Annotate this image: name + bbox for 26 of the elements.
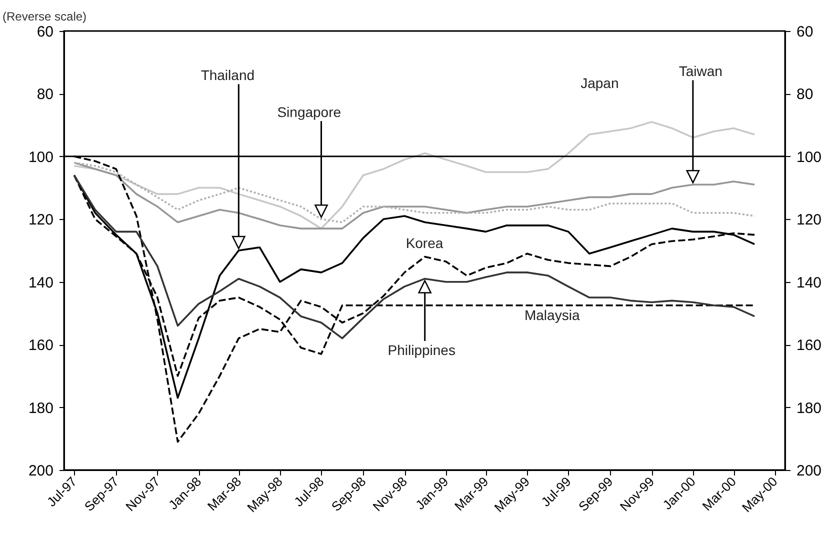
y-tick-label: 60 [36,24,54,40]
y2-tick-label: 80 [796,86,814,104]
series-label: Malaysia [524,306,580,323]
y-tick-label: 160 [28,337,54,354]
text: Philippines [388,342,456,358]
y2-tick-label: 140 [796,274,822,292]
y2-tick-label: 100 [796,148,822,166]
text: Thailand [200,67,255,84]
y2-tick-label: 200 [796,462,822,480]
text: Singapore [277,104,342,120]
y-tick-label: 180 [28,400,54,417]
y2-tick-label: 180 [796,400,822,417]
y-tick-label: 100 [28,148,54,166]
text: Taiwan [678,63,722,80]
y-tick-label: 200 [28,462,54,480]
y2-tick-label: 60 [796,24,814,40]
y-tick-label: 80 [36,86,54,104]
y2-tick-label: 160 [796,337,822,354]
line-series [73,121,756,230]
y-tick-label: 120 [28,212,54,229]
series-label: Korea [406,234,444,251]
line-series [73,174,756,340]
text: Japan [580,75,619,92]
y-tick-label: 140 [28,274,54,292]
y2-tick-label: 120 [796,212,822,229]
y-axis-title: (Reverse scale) [2,10,87,24]
